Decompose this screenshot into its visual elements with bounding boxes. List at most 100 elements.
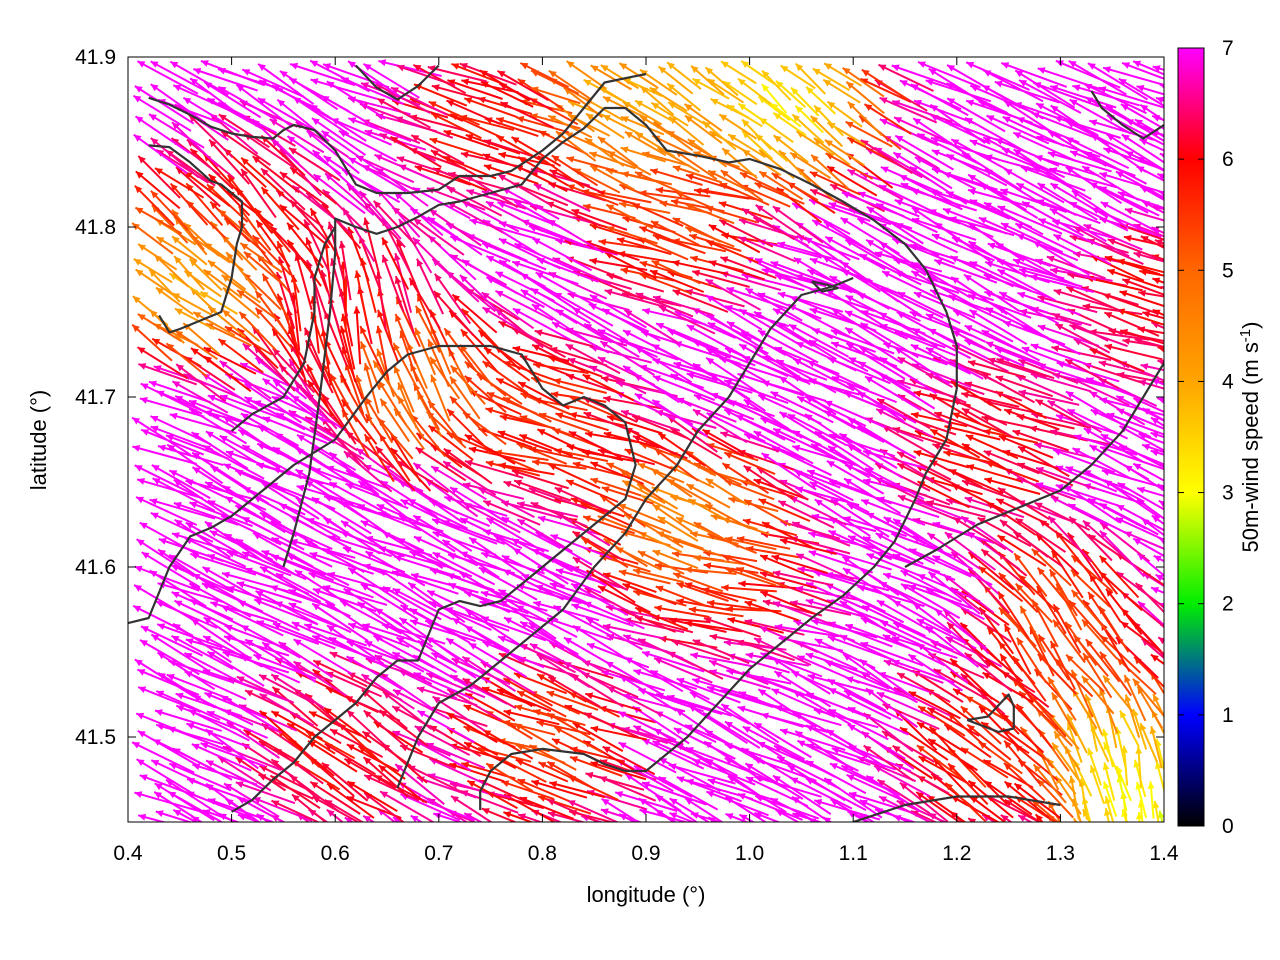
wind-vector-head: [1089, 765, 1097, 774]
wind-vector-head: [378, 765, 387, 773]
wind-vector-shaft: [428, 757, 488, 786]
wind-vector-head: [1155, 761, 1162, 770]
wind-vector: [546, 760, 596, 791]
wind-vector-head: [156, 723, 165, 731]
wind-vector-shaft: [969, 795, 1007, 822]
wind-vector-head: [207, 798, 216, 805]
wind-vector-shaft: [269, 774, 321, 810]
wind-vector-shaft: [207, 798, 273, 822]
wind-vector-head: [706, 790, 715, 798]
wind-vector-shaft: [641, 781, 707, 806]
wind-vector: [916, 721, 967, 754]
wind-vector-shaft: [252, 796, 313, 822]
wind-vector-shaft: [944, 782, 987, 822]
wind-vector-shaft: [305, 730, 356, 760]
wind-vector-shaft: [137, 814, 167, 822]
wind-vector-head: [1135, 782, 1143, 790]
wind-vector: [614, 791, 678, 812]
wind-vector-head: [806, 743, 815, 750]
wind-vector-shaft: [400, 793, 461, 821]
wind-vector-head: [1052, 742, 1060, 751]
wind-vector-shaft: [943, 723, 992, 759]
wind-vector-shaft: [503, 793, 556, 822]
wind-vector-head: [271, 759, 280, 767]
wind-vector-head: [514, 723, 523, 731]
wind-vector: [137, 730, 199, 767]
wind-vector: [1103, 781, 1118, 817]
wind-vector-shaft: [600, 808, 644, 822]
wind-vector: [776, 755, 840, 789]
wind-vector-shaft: [658, 776, 719, 811]
wind-vector: [1003, 739, 1041, 785]
wind-vector-shaft: [742, 725, 806, 761]
wind-vector-shaft: [685, 746, 750, 773]
wind-vector-head: [795, 731, 804, 738]
wind-vector-shaft: [624, 772, 682, 812]
wind-vector-shaft: [362, 756, 409, 798]
wind-vector-shaft: [547, 811, 587, 822]
wind-vector-shaft: [344, 816, 354, 822]
wind-vector-head: [529, 745, 538, 752]
wind-vector-shaft: [450, 795, 493, 822]
wind-vector-head: [777, 756, 786, 764]
wind-vector: [137, 813, 167, 822]
wind-vector-head: [978, 742, 987, 749]
wind-vector-shaft: [414, 725, 471, 756]
wind-vector-shaft: [463, 812, 484, 822]
wind-vector-shaft: [618, 741, 677, 774]
wind-vector-shaft: [407, 764, 464, 794]
wind-vector-head: [481, 808, 490, 815]
wind-vector-head: [464, 742, 473, 749]
wind-vector: [899, 726, 949, 761]
wind-vector-head: [668, 763, 677, 771]
wind-vector-head: [312, 796, 321, 804]
wind-vector-head: [917, 745, 925, 753]
wind-vector-shaft: [983, 780, 1033, 816]
wind-vector-shaft: [153, 791, 204, 822]
wind-vector: [361, 730, 412, 767]
wind-vector-shaft: [478, 779, 534, 806]
wind-vector-shaft: [859, 799, 911, 822]
wind-vector: [669, 812, 696, 822]
wind-vector-shaft: [858, 812, 876, 822]
wind-vector-shaft: [1004, 798, 1042, 822]
wind-vector-head: [1068, 775, 1076, 784]
wind-vector-shaft: [1003, 739, 1041, 785]
wind-vector: [517, 778, 570, 802]
wind-vector-head: [1004, 799, 1013, 807]
wind-vector: [538, 761, 589, 787]
wind-vector-head: [191, 743, 200, 751]
wind-vector: [753, 811, 781, 822]
wind-vector-head: [547, 799, 556, 806]
wind-vector-head: [933, 758, 941, 766]
wind-vector-shaft: [829, 798, 871, 822]
wind-vector-shaft: [590, 761, 647, 781]
wind-vector: [1073, 817, 1079, 822]
wind-vector-head: [206, 760, 215, 767]
wind-vector-shaft: [243, 729, 296, 761]
wind-vector-head: [983, 759, 992, 767]
wind-vector: [567, 799, 620, 822]
wind-vector: [172, 809, 198, 822]
wind-vector: [863, 744, 915, 782]
wind-vector-head: [364, 774, 373, 782]
wind-vector-shaft: [601, 797, 640, 822]
wind-vector: [549, 781, 606, 799]
wind-vector-head: [346, 744, 355, 751]
wind-vector-shaft: [1073, 817, 1077, 822]
wind-vector-head: [746, 777, 754, 784]
wind-vector-head: [619, 814, 628, 821]
wind-vector: [1104, 795, 1115, 822]
wind-vector: [1135, 781, 1148, 819]
wind-vector-head: [552, 738, 560, 746]
wind-vector: [136, 758, 196, 796]
wind-vector: [641, 738, 705, 770]
wind-vector-head: [929, 726, 937, 735]
wind-vector: [601, 797, 640, 822]
wind-vector-shaft: [787, 764, 846, 802]
wind-vector: [515, 758, 569, 783]
wind-vector-head: [1104, 808, 1111, 816]
wind-vector: [312, 795, 360, 822]
wind-vector-head: [848, 791, 857, 799]
wind-vector-shaft: [416, 776, 477, 799]
